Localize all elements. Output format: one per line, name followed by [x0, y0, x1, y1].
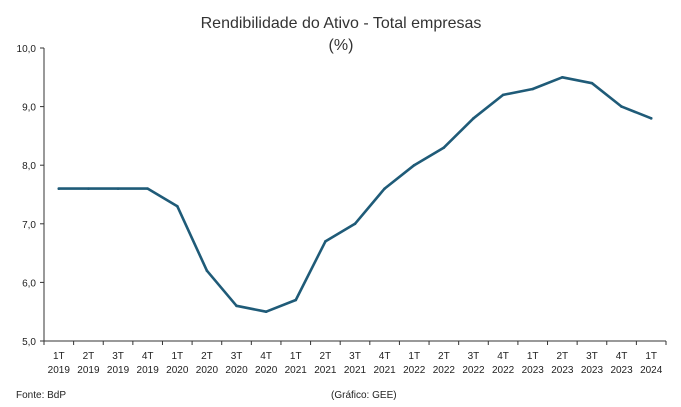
series-line: [57, 76, 653, 314]
x-tick-label: 2T 2023: [551, 351, 574, 376]
chart-subtitle: (%): [329, 37, 354, 54]
y-tick-label: 8,0: [22, 161, 36, 172]
data-point: [324, 240, 327, 243]
data-point: [294, 298, 298, 302]
x-tick-label: 4T 2022: [492, 351, 515, 376]
data-point: [264, 310, 268, 314]
chart-title: Rendibilidade do Ativo - Total empresas: [201, 15, 482, 32]
x-tick-label: 1T 2024: [640, 351, 663, 376]
data-point: [412, 163, 416, 167]
data-point: [205, 269, 209, 272]
credit-note: (Gráfico: GEE): [331, 390, 397, 401]
data-point: [235, 304, 238, 308]
data-point: [620, 105, 623, 108]
x-tick-label: 4T 2023: [610, 351, 633, 376]
x-tick-label: 2T 2020: [196, 351, 219, 376]
x-tick-label: 4T 2020: [255, 351, 278, 376]
x-tick-label: 4T 2021: [373, 351, 396, 376]
x-tick-label: 3T 2021: [344, 351, 367, 376]
x-tick-label: 1T 2023: [522, 351, 545, 376]
x-tick-label: 1T 2019: [48, 351, 71, 376]
data-point: [87, 187, 90, 190]
x-tick-label: 1T 2020: [166, 351, 189, 376]
x-tick-label: 3T 2019: [107, 351, 130, 376]
data-point: [116, 187, 120, 190]
x-tick-label: 1T 2021: [285, 351, 308, 376]
y-tick-label: 10,0: [17, 44, 37, 55]
y-tick-label: 6,0: [22, 278, 36, 289]
y-tick-label: 5,0: [22, 337, 36, 348]
x-tick-label: 3T 2022: [462, 351, 485, 376]
data-point: [501, 93, 505, 97]
x-tick-label: 1T 2022: [403, 351, 426, 376]
y-tick-label: 9,0: [22, 103, 36, 114]
data-point: [383, 187, 386, 190]
x-tick-label: 3T 2023: [581, 351, 604, 376]
data-point: [353, 222, 357, 226]
series-group: [57, 76, 653, 314]
data-point: [590, 81, 594, 85]
y-tick-label: 7,0: [22, 220, 36, 231]
data-point: [146, 187, 149, 190]
data-point: [531, 87, 535, 91]
x-tick-label: 2T 2022: [433, 351, 456, 376]
source-note: Fonte: BdP: [16, 390, 66, 401]
data-point: [442, 146, 446, 149]
x-tick-label: 3T 2020: [225, 351, 248, 376]
data-point: [649, 117, 653, 120]
y-tick-group: 5,0 6,0 7,0 8,0 9,0 10,0: [17, 44, 44, 348]
data-point: [57, 187, 61, 190]
x-tick-label: 4T 2019: [137, 351, 160, 376]
x-tick-label: 2T 2021: [314, 351, 337, 376]
data-point: [472, 117, 475, 120]
data-point: [561, 76, 564, 79]
data-point: [175, 204, 179, 208]
x-tick-group: 1T 2019 2T 2019 3T 2019 4T 2019 1T 2020 2T 2020 3T 20…: [43, 341, 667, 376]
x-tick-label: 2T 2019: [77, 351, 100, 376]
